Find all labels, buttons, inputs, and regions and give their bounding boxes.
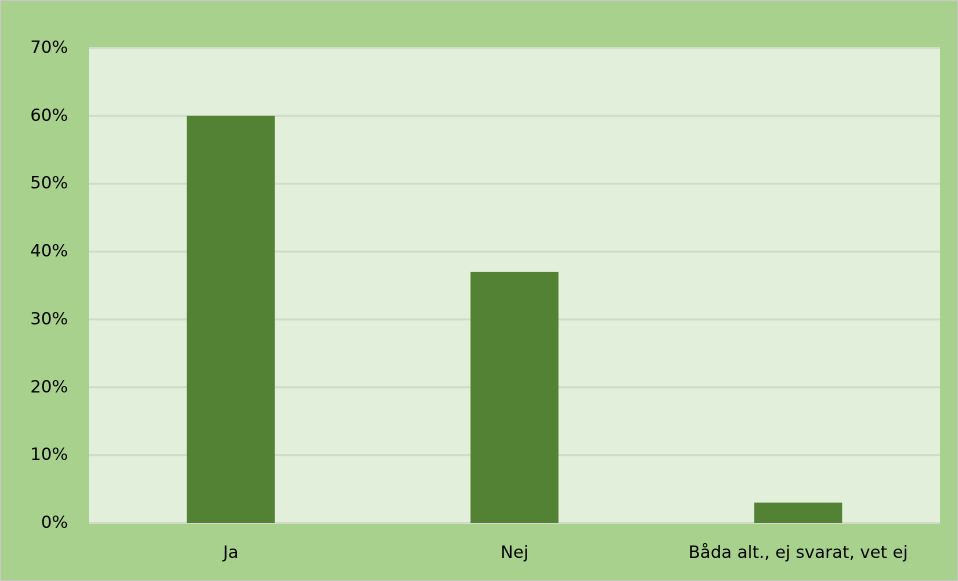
y-tick-label: 20% <box>30 377 68 397</box>
y-tick-label: 40% <box>30 242 68 262</box>
y-tick-label: 30% <box>30 309 68 329</box>
bar <box>470 271 559 523</box>
bar <box>754 502 843 523</box>
y-tick-label: 60% <box>30 106 68 126</box>
y-tick-label: 10% <box>30 445 68 465</box>
y-tick-label: 70% <box>30 38 68 58</box>
y-tick-label: 0% <box>41 513 68 533</box>
x-tick-label: Ja <box>222 543 238 563</box>
bar <box>186 115 275 523</box>
x-tick-label: Nej <box>501 543 529 563</box>
y-tick-label: 50% <box>30 174 68 194</box>
x-tick-label: Båda alt., ej svarat, vet ej <box>689 542 908 563</box>
